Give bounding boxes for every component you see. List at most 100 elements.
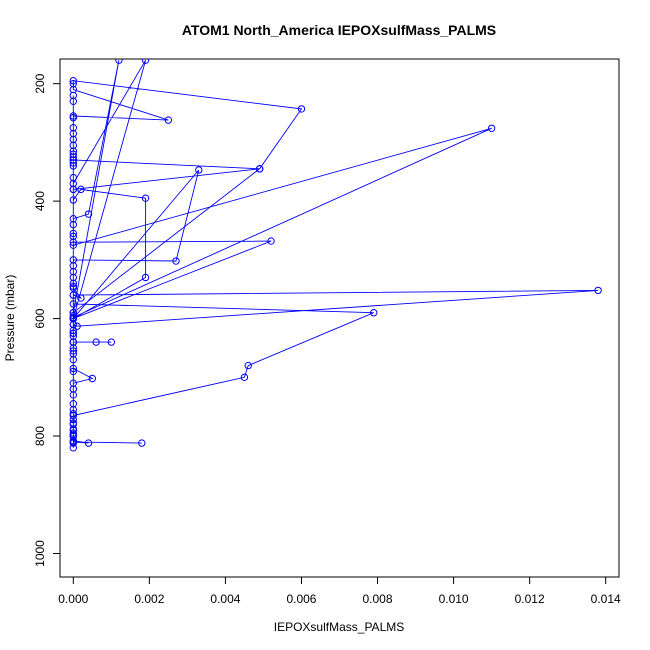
data-point <box>69 153 78 161</box>
data-point <box>69 419 78 427</box>
series-layer <box>69 59 602 452</box>
data-point <box>69 256 78 264</box>
data-point <box>164 116 173 124</box>
data-point <box>69 350 78 358</box>
data-point <box>69 347 78 355</box>
data-point <box>69 267 78 276</box>
x-axis-label: IEPOXsulfMass_PALMS <box>274 620 405 634</box>
data-point <box>487 124 496 133</box>
data-point <box>69 135 78 144</box>
chart-title: ATOM1 North_America IEPOXsulfMass_PALMS <box>182 22 496 38</box>
data-point <box>69 112 78 120</box>
x-tick-label: 0.002 <box>134 592 164 606</box>
x-tick-label: 0.004 <box>210 592 240 606</box>
y-axis-label: Pressure (mbar) <box>3 275 17 362</box>
data-point <box>115 59 123 64</box>
data-point <box>69 364 78 373</box>
data-point <box>69 77 78 85</box>
data-point <box>69 129 78 138</box>
data-point <box>69 229 78 238</box>
data-point <box>69 185 78 194</box>
data-point <box>69 279 78 288</box>
data-point <box>88 374 97 383</box>
data-point <box>69 141 78 150</box>
data-point <box>69 309 78 317</box>
data-point <box>69 405 78 414</box>
data-point <box>69 385 78 393</box>
data-point <box>69 159 78 167</box>
data-point <box>69 282 78 290</box>
data-point <box>92 338 100 346</box>
y-tick-label: 600 <box>33 308 47 328</box>
data-point <box>69 314 78 323</box>
x-tick-label: 0.012 <box>515 592 545 606</box>
data-point <box>69 79 78 88</box>
data-point <box>69 124 78 132</box>
data-point <box>69 444 78 452</box>
data-point <box>244 361 252 370</box>
y-tick-label: 400 <box>33 191 47 211</box>
data-point <box>69 379 78 387</box>
data-point <box>69 300 78 308</box>
y-tick-label: 200 <box>33 73 47 93</box>
data-point <box>195 166 203 174</box>
data-point <box>69 391 78 399</box>
data-point <box>69 232 78 241</box>
data-point <box>73 322 81 330</box>
data-point <box>69 367 78 376</box>
data-point <box>69 432 78 440</box>
data-point <box>69 273 78 282</box>
y-tick-label: 1000 <box>33 540 47 567</box>
y-axis: 200 400 600 800 1000 <box>33 73 61 567</box>
data-point <box>69 332 78 340</box>
data-point <box>69 238 78 246</box>
data-point <box>69 156 78 164</box>
data-point <box>138 439 146 447</box>
data-point <box>69 97 78 105</box>
data-point <box>141 194 150 202</box>
data-point <box>69 400 78 408</box>
data-point <box>69 150 78 158</box>
data-point <box>69 426 78 434</box>
data-point <box>107 338 116 346</box>
data-point <box>141 59 150 64</box>
data-point <box>297 105 306 113</box>
x-tick-label: 0.010 <box>439 592 469 606</box>
data-point <box>84 439 93 447</box>
data-point <box>69 179 78 188</box>
data-point <box>69 439 78 447</box>
x-tick-label: 0.014 <box>591 592 621 606</box>
data-point <box>69 326 78 335</box>
data-point <box>69 320 78 329</box>
data-point <box>69 215 78 223</box>
data-point <box>370 309 378 317</box>
y-tick-label: 800 <box>33 426 47 446</box>
data-point <box>267 237 275 245</box>
data-point <box>69 338 78 346</box>
plot-area <box>69 59 602 452</box>
data-point <box>594 286 602 295</box>
x-tick-label: 0.000 <box>58 592 88 606</box>
data-point <box>69 437 78 445</box>
data-point <box>69 415 78 424</box>
data-point <box>69 410 78 418</box>
data-point <box>69 220 78 229</box>
data-point <box>255 165 264 173</box>
data-point <box>240 373 249 382</box>
x-axis: 0.000 0.002 0.004 0.006 0.008 0.010 0.012 0.014 <box>58 576 621 606</box>
data-point <box>69 344 78 352</box>
data-point <box>69 291 78 299</box>
data-point <box>69 91 78 100</box>
data-point <box>69 355 78 364</box>
data-point <box>84 210 93 218</box>
data-point <box>69 262 78 270</box>
x-tick-label: 0.006 <box>286 592 316 606</box>
data-point <box>69 162 78 170</box>
data-point <box>77 294 85 302</box>
data-point <box>172 257 180 265</box>
data-point <box>69 329 78 337</box>
data-point <box>69 196 78 204</box>
data-point <box>77 185 85 194</box>
